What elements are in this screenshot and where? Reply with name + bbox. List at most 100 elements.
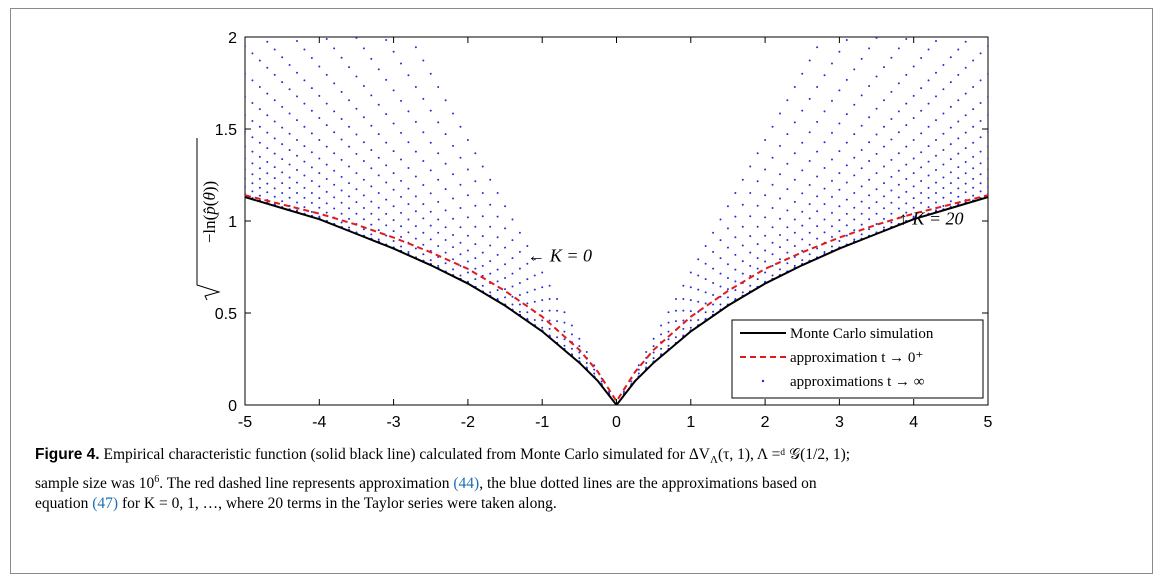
- dot-point: [905, 190, 908, 193]
- dot-point: [288, 63, 291, 66]
- caption-line-1: Figure 4. Empirical characteristic funct…: [35, 445, 1135, 470]
- dot-point: [318, 94, 321, 97]
- dot-point: [816, 86, 819, 89]
- dot-point: [838, 150, 841, 153]
- caption-line3-text-b: for K = 0, 1, …, where 20 terms in the T…: [118, 495, 557, 513]
- dot-point: [325, 102, 328, 105]
- dot-point: [897, 131, 900, 134]
- dot-point: [266, 131, 269, 134]
- dot-point: [689, 326, 692, 329]
- dot-point: [912, 206, 915, 209]
- dot-point: [348, 125, 351, 128]
- dot-point: [556, 320, 559, 323]
- dot-point: [340, 201, 343, 204]
- dot-point: [377, 174, 380, 177]
- dot-point: [749, 235, 752, 238]
- dot-point: [808, 253, 811, 256]
- dot-point: [362, 206, 365, 209]
- dot-point: [377, 206, 380, 209]
- dot-point: [348, 207, 351, 210]
- dot-point: [310, 210, 313, 213]
- dot-point: [652, 337, 655, 340]
- equation-ref-47[interactable]: (47): [92, 495, 119, 513]
- y-tick-label: 2: [228, 30, 237, 47]
- dot-point: [526, 291, 529, 294]
- dot-point: [466, 194, 469, 197]
- dot-point: [868, 218, 871, 221]
- dot-point: [310, 179, 313, 182]
- dot-point: [712, 303, 715, 306]
- dot-point: [972, 59, 975, 62]
- dot-point: [749, 215, 752, 218]
- dot-point: [452, 173, 455, 176]
- dot-point: [392, 89, 395, 92]
- dot-point: [942, 196, 945, 199]
- dot-point: [533, 288, 536, 291]
- dot-point: [689, 310, 692, 313]
- dot-point: [340, 90, 343, 93]
- dot-point: [318, 215, 321, 218]
- dot-point: [927, 160, 930, 163]
- dotted-series-k0: [414, 46, 819, 405]
- dot-point: [808, 203, 811, 206]
- dot-point: [845, 234, 848, 237]
- dot-point: [830, 245, 833, 248]
- dot-point: [957, 48, 960, 51]
- dot-point: [868, 84, 871, 87]
- dot-point: [392, 122, 395, 125]
- dot-point: [667, 330, 670, 333]
- dot-point: [504, 263, 507, 266]
- dot-point: [979, 120, 982, 122]
- dot-point: [645, 366, 648, 369]
- dot-point: [934, 119, 937, 122]
- dot-point: [712, 231, 715, 234]
- dot-point: [548, 319, 551, 322]
- dot-point: [325, 202, 328, 205]
- dot-point: [414, 46, 417, 49]
- equation-ref-44[interactable]: (44): [453, 475, 480, 493]
- dot-point: [719, 218, 722, 221]
- dot-point: [942, 187, 945, 190]
- dot-point: [979, 162, 982, 165]
- dot-point: [377, 229, 380, 232]
- dot-point: [793, 178, 796, 181]
- y-tick-label: 1: [228, 214, 237, 231]
- dot-point: [273, 99, 276, 102]
- x-tick-label: 1: [686, 414, 695, 431]
- dot-point: [489, 272, 492, 275]
- dot-point: [838, 205, 841, 208]
- dot-point: [251, 173, 254, 176]
- dot-point: [422, 183, 425, 186]
- dot-point: [771, 241, 774, 244]
- dot-point: [348, 66, 351, 69]
- dot-point: [355, 201, 358, 204]
- dot-point: [466, 249, 469, 252]
- dot-point: [645, 362, 648, 365]
- dot-point: [637, 368, 640, 371]
- dot-point: [422, 131, 425, 134]
- dot-point: [245, 130, 246, 133]
- dot-point: [660, 347, 663, 350]
- dot-point: [273, 48, 276, 51]
- dot-point: [474, 257, 477, 260]
- dot-point: [704, 291, 707, 294]
- dot-point: [801, 259, 804, 262]
- dot-point: [697, 288, 700, 291]
- dot-point: [348, 226, 351, 229]
- caption-line2-text: sample size was 10: [35, 475, 155, 493]
- series-line-approx-small-t: [245, 194, 988, 404]
- dot-point: [429, 259, 432, 262]
- dot-point: [808, 97, 811, 100]
- dot-point: [652, 345, 655, 348]
- dot-point: [726, 277, 729, 280]
- dot-point: [949, 56, 952, 59]
- dot-point: [808, 231, 811, 234]
- dot-point: [392, 219, 395, 222]
- dot-point: [726, 288, 729, 291]
- dot-point: [400, 99, 403, 102]
- dot-point: [281, 56, 284, 59]
- dot-point: [882, 165, 885, 168]
- dot-point: [310, 109, 313, 112]
- dot-point: [318, 139, 321, 142]
- dot-point: [333, 47, 336, 50]
